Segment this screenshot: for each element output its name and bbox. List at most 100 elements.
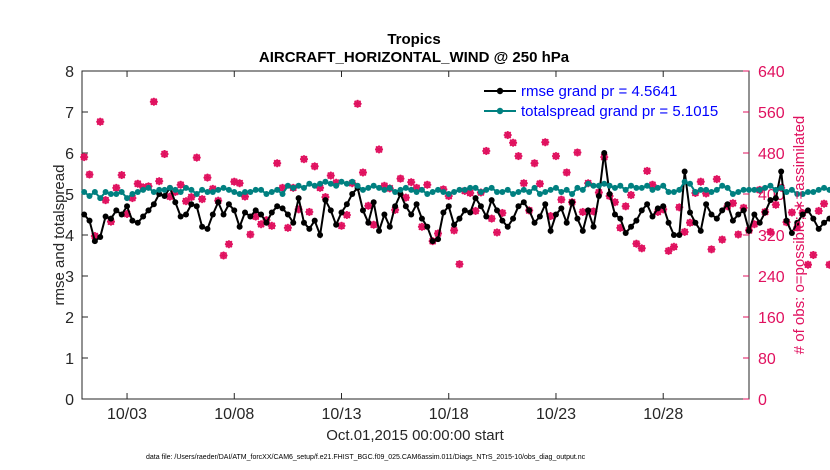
rmse-point [788, 229, 795, 236]
totalspread-point [359, 186, 366, 193]
rmse-point [199, 223, 206, 230]
rmse-point [113, 207, 120, 214]
obs-assimilated-marker [530, 159, 539, 168]
rmse-point [472, 195, 479, 202]
rmse-point [703, 201, 710, 208]
totalspread-point [118, 188, 125, 195]
rmse-point [638, 207, 645, 214]
obs-assimilated-marker [503, 131, 512, 140]
y-tick-label: 1 [65, 351, 74, 368]
totalspread-point [772, 186, 779, 193]
totalspread-point [477, 188, 484, 195]
obs-assimilated-marker [85, 170, 94, 179]
rmse-point [708, 211, 715, 218]
rmse-point [140, 213, 147, 220]
rmse-point [429, 238, 436, 245]
rmse-point [676, 232, 683, 238]
rmse-point [542, 201, 549, 208]
y-tick-label: 3 [65, 269, 74, 286]
totalspread-point [397, 186, 404, 193]
totalspread-point [510, 191, 517, 197]
obs-assimilated-marker [712, 175, 721, 184]
rmse-point [220, 211, 227, 218]
totalspread-point [365, 184, 372, 191]
totalspread-point [166, 184, 173, 191]
totalspread-point [150, 188, 157, 195]
obs-assimilated-marker [117, 171, 126, 180]
obs-assimilated-marker [369, 220, 378, 229]
rmse-point [713, 215, 720, 222]
rmse-point [821, 219, 828, 226]
totalspread-point [654, 184, 661, 191]
obs-assimilated-marker [787, 208, 796, 217]
rmse-point [97, 234, 104, 241]
obs-assimilated-marker [267, 221, 276, 230]
obs-assimilated-marker [557, 195, 566, 204]
obs-assimilated-marker [471, 206, 480, 215]
y-tick-label: 4 [65, 228, 74, 245]
rmse-point [204, 225, 211, 232]
totalspread-point [161, 186, 168, 193]
totalspread-point [349, 178, 356, 185]
rmse-point [467, 209, 474, 216]
y-right-tick-label: 640 [758, 64, 785, 81]
totalspread-point [220, 184, 227, 191]
rmse-point [526, 207, 533, 214]
obs-assimilated-marker [305, 207, 314, 216]
totalspread-point [703, 186, 710, 193]
rmse-point [209, 211, 216, 218]
totalspread-point [504, 186, 511, 193]
rmse-point [333, 221, 340, 228]
totalspread-point [729, 191, 736, 197]
rmse-point [295, 195, 302, 202]
rmse-point [322, 197, 329, 204]
totalspread-point [284, 182, 291, 189]
rmse-point [311, 217, 318, 224]
y-right-tick-label: 0 [758, 392, 767, 409]
totalspread-point [338, 178, 345, 185]
obs-assimilated-marker [192, 153, 201, 162]
rmse-point [290, 219, 297, 226]
totalspread-point [461, 186, 468, 193]
totalspread-point [113, 191, 120, 197]
totalspread-point [290, 184, 297, 191]
rmse-point [778, 168, 785, 175]
legend-spread-label: totalspread grand pr = 5.1015 [521, 103, 718, 120]
rmse-point [595, 193, 602, 200]
totalspread-point [644, 182, 651, 189]
rmse-point [365, 219, 372, 226]
totalspread-point [665, 188, 672, 195]
rmse-point [606, 191, 613, 197]
rmse-point [193, 203, 200, 210]
rmse-point [408, 211, 415, 218]
obs-assimilated-marker [80, 153, 89, 162]
totalspread-point [676, 186, 683, 193]
rmse-point [91, 238, 98, 245]
rmse-point [628, 223, 635, 230]
totalspread-point [762, 184, 769, 191]
totalspread-point [215, 186, 222, 193]
obs-assimilated-marker [224, 240, 233, 249]
obs-assimilated-marker [535, 179, 544, 188]
obs-assimilated-marker [771, 200, 780, 209]
rmse-point [145, 207, 152, 214]
totalspread-point [804, 188, 811, 195]
totalspread-point [140, 186, 147, 193]
rmse-point [81, 211, 88, 218]
rmse-point [799, 211, 806, 218]
obs-assimilated-marker [160, 150, 169, 159]
rmse-point [762, 209, 769, 216]
totalspread-point [467, 184, 474, 191]
rmse-point [665, 219, 672, 226]
rmse-point [579, 227, 586, 234]
y-axis-left-ticks: 0 1 2 3 4 5 6 7 8 [65, 64, 88, 409]
totalspread-point [209, 188, 216, 195]
totalspread-point [327, 180, 334, 187]
obs-assimilated-marker [230, 177, 239, 186]
totalspread-point [585, 180, 592, 187]
rmse-point [418, 215, 425, 222]
rmse-point [654, 205, 661, 212]
rmse-point [188, 201, 195, 208]
totalspread-point [595, 182, 602, 189]
